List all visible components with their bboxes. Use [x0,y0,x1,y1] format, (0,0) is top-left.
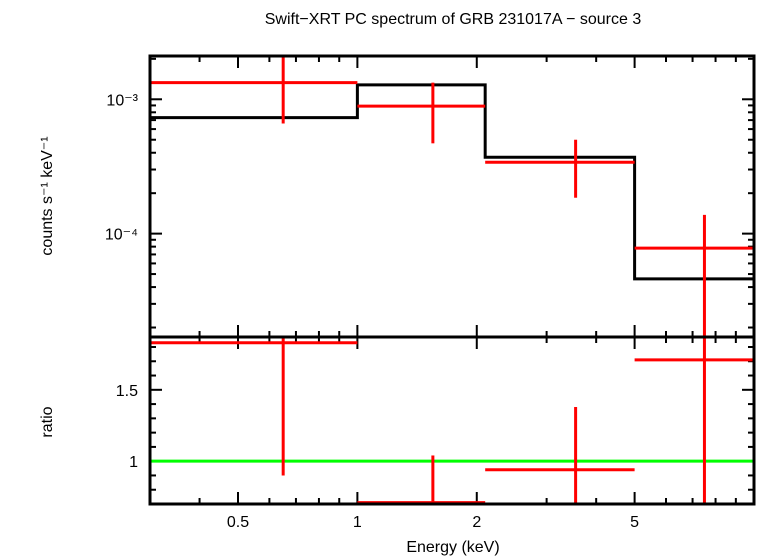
x-tick-label: 1 [353,514,362,531]
y-tick-label-ratio: 1.5 [116,383,138,400]
y-tick-label-ratio: 1 [129,454,138,471]
panel-frame-ratio [148,335,756,506]
x-axis-label: Energy (keV) [406,539,499,556]
x-tick-label: 5 [630,514,639,531]
y-tick-label-spectrum: 10⁻³ [106,92,138,109]
x-tick-label: 2 [472,514,481,531]
x-tick-label: 0.5 [227,514,249,531]
y-tick-label-spectrum: 10⁻⁴ [105,227,138,244]
y-axis-label-ratio: ratio [39,406,56,437]
plot-layer: 10⁻³ 10⁻⁴ 1 1.5 0.5 1 2 5 [105,54,756,531]
chart-title: Swift−XRT PC spectrum of GRB 231017A − s… [265,11,642,28]
model-step-line [150,83,754,281]
y-axis-label-spectrum: counts s⁻¹ keV⁻¹ [39,136,56,255]
panel-frame-spectrum [148,54,756,339]
